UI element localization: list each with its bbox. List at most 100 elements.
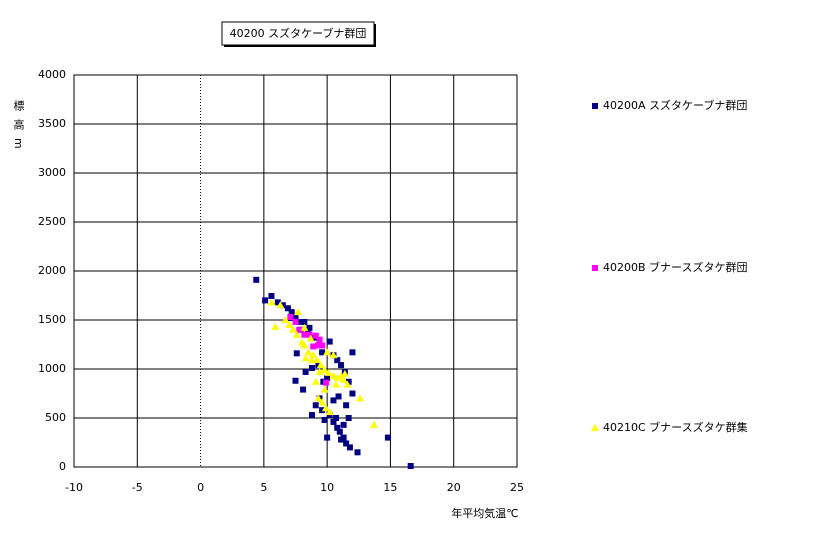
data-point — [318, 398, 327, 406]
data-point — [288, 309, 295, 316]
data-point — [316, 361, 325, 369]
data-point — [281, 316, 290, 323]
chart-title: 40200 スズタケーブナ群団 — [230, 26, 367, 40]
data-point — [300, 323, 309, 331]
data-point — [308, 412, 315, 419]
data-point — [292, 330, 301, 338]
x-axis-label: 年平均気温℃ — [451, 506, 518, 520]
data-point — [268, 292, 275, 299]
data-point — [309, 351, 318, 359]
y-tick-label: 4000 — [38, 68, 66, 81]
title-shadow — [224, 45, 376, 47]
data-point — [349, 390, 356, 397]
data-point — [292, 377, 299, 384]
data-point — [338, 436, 345, 443]
data-point — [288, 325, 297, 333]
data-point — [349, 349, 356, 356]
data-point — [333, 415, 340, 421]
data-point — [306, 324, 313, 331]
data-point — [346, 444, 353, 451]
data-point — [294, 308, 303, 316]
data-point — [339, 375, 348, 383]
data-point — [312, 332, 319, 339]
data-point — [354, 449, 361, 456]
data-point — [292, 315, 299, 322]
data-point — [340, 369, 349, 377]
y-tick-label: 2500 — [38, 215, 66, 228]
data-point — [323, 348, 332, 356]
data-point — [302, 368, 309, 375]
legend-marker — [592, 103, 598, 109]
data-point — [292, 318, 299, 325]
data-point — [330, 418, 337, 425]
data-point — [340, 421, 347, 428]
data-point — [300, 341, 309, 349]
y-tick-label: 2000 — [38, 264, 66, 277]
data-point — [307, 356, 316, 364]
data-point — [334, 424, 341, 431]
data-point — [343, 380, 352, 388]
legend-marker — [591, 424, 599, 431]
data-point — [320, 365, 329, 373]
data-point — [287, 314, 294, 321]
data-point — [343, 440, 350, 447]
y-tick-label: 3000 — [38, 166, 66, 179]
data-point — [296, 326, 303, 333]
data-point — [330, 397, 337, 404]
x-tick-label: 15 — [383, 481, 397, 494]
data-point — [316, 336, 323, 343]
data-point — [315, 362, 322, 369]
data-point — [384, 434, 391, 441]
data-point — [321, 404, 330, 412]
data-point — [345, 378, 352, 385]
data-point — [310, 343, 317, 350]
data-point — [407, 463, 414, 470]
data-point — [274, 299, 281, 306]
data-point — [262, 297, 269, 304]
y-axis-label: 標高m — [12, 99, 25, 157]
data-point — [312, 402, 319, 409]
x-tick-label: -5 — [132, 481, 143, 494]
data-point — [336, 428, 343, 435]
data-point — [325, 408, 334, 416]
data-point — [276, 301, 285, 309]
title-shadow — [374, 24, 376, 47]
data-point — [296, 318, 303, 325]
x-tick-label: 25 — [510, 481, 524, 494]
data-point — [306, 334, 315, 342]
data-point — [285, 320, 294, 328]
x-tick-label: 5 — [260, 481, 267, 494]
legend-marker — [592, 265, 598, 271]
data-point — [319, 342, 326, 349]
data-point — [343, 402, 350, 409]
data-point — [319, 407, 326, 414]
data-point — [324, 434, 331, 441]
legend-label: 40200A スズタケーブナ群団 — [603, 98, 747, 112]
data-point — [284, 305, 291, 312]
data-point — [301, 331, 308, 338]
y-tick-label: 0 — [59, 460, 66, 473]
data-point — [369, 420, 378, 428]
data-point — [324, 368, 333, 376]
data-point — [253, 276, 260, 283]
data-point — [345, 415, 352, 421]
data-point — [319, 349, 326, 356]
data-point — [338, 362, 345, 369]
data-point — [332, 380, 341, 388]
data-point — [334, 357, 341, 364]
x-tick-label: 20 — [447, 481, 461, 494]
y-tick-label: 500 — [45, 411, 66, 424]
y-tick-label: 1000 — [38, 362, 66, 375]
data-point — [301, 318, 308, 325]
data-point — [322, 379, 329, 386]
data-point — [279, 302, 286, 309]
data-point — [314, 394, 323, 402]
x-tick-label: -10 — [65, 481, 83, 494]
data-point — [326, 338, 333, 345]
legend-label: 40200B ブナースズタケ群団 — [603, 260, 748, 274]
legend-label: 40210C ブナースズタケ群集 — [603, 420, 748, 434]
x-tick-label: 0 — [197, 481, 204, 494]
y-tick-label: 1500 — [38, 313, 66, 326]
data-point — [304, 348, 313, 356]
